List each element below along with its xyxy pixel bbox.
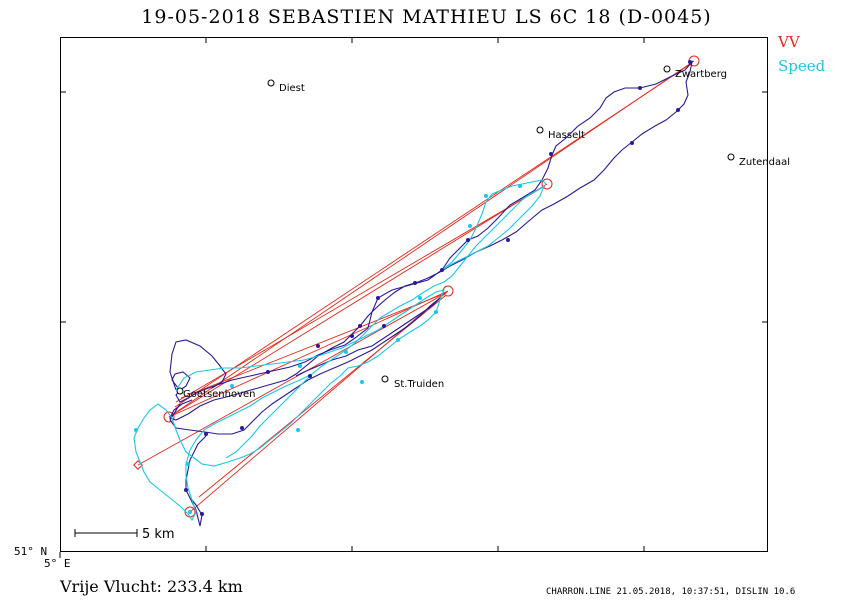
scale-label: 5 km — [142, 527, 175, 542]
turnpoints — [163, 55, 700, 518]
distance-summary: Vrije Vlucht: 233.4 km — [60, 577, 243, 596]
city-markers — [176, 65, 735, 395]
city-label-diest: Diest — [279, 83, 305, 94]
city-marker-hasselt — [536, 126, 544, 134]
city-marker-goetsenhoven — [176, 387, 184, 395]
latitude-label: 51° N — [14, 545, 48, 558]
turnpoint-4 — [163, 411, 175, 423]
city-label-goetsenhoven: Goetsenhoven — [183, 389, 256, 400]
city-marker-zutendaal — [727, 153, 735, 161]
track-markers-speed — [134, 184, 522, 514]
map-frame — [60, 37, 768, 552]
city-labels: Diest Zwartberg Hasselt Zutendaal St.Tru… — [183, 69, 790, 400]
legend-vv: VV — [778, 33, 800, 51]
city-label-zutendaal: Zutendaal — [739, 157, 790, 168]
footer-info: CHARRON.LINE 21.05.2018, 10:37:51, DISLI… — [546, 587, 796, 597]
longitude-label: 5° E — [44, 557, 71, 570]
city-label-zwartberg: Zwartberg — [675, 69, 727, 80]
scale-bar — [74, 529, 138, 537]
task-lines — [137, 60, 695, 513]
axis-ticks — [59, 37, 768, 558]
city-label-hasselt: Hasselt — [548, 130, 585, 141]
city-marker-diest — [267, 79, 275, 87]
city-marker-sttruiden — [381, 375, 389, 383]
legend-speed: Speed — [778, 57, 826, 75]
chart-title: 19-05-2018 SEBASTIEN MATHIEU LS 6C 18 (D… — [141, 6, 712, 28]
turnpoint-2 — [541, 178, 553, 190]
city-marker-zwartberg — [663, 65, 671, 73]
turnpoint-3 — [442, 285, 454, 297]
city-label-sttruiden: St.Truiden — [394, 379, 444, 390]
flight-track-speed — [133, 179, 547, 522]
track-markers-vv — [184, 60, 692, 516]
